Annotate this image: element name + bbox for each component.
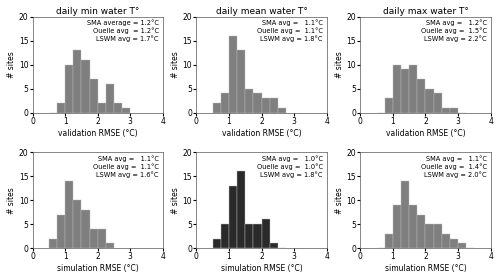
Bar <box>90 229 98 248</box>
Bar <box>106 243 114 248</box>
Bar <box>221 94 229 113</box>
Bar <box>450 108 458 113</box>
Bar <box>254 94 262 113</box>
Bar <box>426 224 434 248</box>
Title: daily min water T°: daily min water T° <box>56 7 140 16</box>
Bar <box>57 103 65 113</box>
Bar <box>82 60 90 113</box>
Bar <box>254 224 262 248</box>
Bar <box>262 98 270 113</box>
Bar <box>393 65 401 113</box>
Bar <box>434 224 442 248</box>
Bar <box>57 214 65 248</box>
Bar <box>212 239 221 248</box>
Bar <box>49 239 57 248</box>
Bar <box>237 50 246 113</box>
Bar <box>442 108 450 113</box>
Bar <box>409 65 418 113</box>
Bar <box>237 171 246 248</box>
Bar <box>73 50 82 113</box>
Y-axis label: # sites: # sites <box>334 51 344 78</box>
Bar <box>65 65 73 113</box>
Bar <box>418 79 426 113</box>
Bar <box>426 89 434 113</box>
Bar <box>122 108 130 113</box>
Bar <box>401 69 409 113</box>
Bar <box>229 36 237 113</box>
Bar <box>434 94 442 113</box>
Bar <box>98 103 106 113</box>
Text: SMA avg =   1.1°C
Ouelle avg =  1.4°C
LSWM avg = 2.0°C: SMA avg = 1.1°C Ouelle avg = 1.4°C LSWM … <box>420 155 486 178</box>
Y-axis label: # sites: # sites <box>7 51 16 78</box>
Bar <box>114 103 122 113</box>
Bar <box>384 98 393 113</box>
Bar <box>73 200 82 248</box>
X-axis label: simulation RMSE (°C): simulation RMSE (°C) <box>384 264 466 273</box>
Y-axis label: # sites: # sites <box>7 187 16 214</box>
Bar <box>246 89 254 113</box>
Text: SMA avg =   1.1°C
Ouelle avg =  1.1°C
LSWM avg = 1.6°C: SMA avg = 1.1°C Ouelle avg = 1.1°C LSWM … <box>93 155 159 178</box>
Bar <box>229 186 237 248</box>
Title: daily max water T°: daily max water T° <box>382 7 468 16</box>
Bar <box>90 79 98 113</box>
X-axis label: validation RMSE (°C): validation RMSE (°C) <box>58 129 138 137</box>
Bar <box>246 224 254 248</box>
Bar <box>384 234 393 248</box>
Bar <box>450 239 458 248</box>
X-axis label: validation RMSE (°C): validation RMSE (°C) <box>222 129 302 137</box>
Text: SMA average = 1.2°C
Ouelle avg  = 1.2°C
LSWM avg = 1.7°C: SMA average = 1.2°C Ouelle avg = 1.2°C L… <box>87 20 159 42</box>
Y-axis label: # sites: # sites <box>334 187 344 214</box>
Bar <box>409 205 418 248</box>
Text: SMA avg =   1.0°C
Ouelle avg =  1.0°C
LSWM avg = 1.8°C: SMA avg = 1.0°C Ouelle avg = 1.0°C LSWM … <box>256 155 323 178</box>
Bar <box>401 181 409 248</box>
Bar <box>212 103 221 113</box>
Text: SMA avg =   1.1°C
Ouelle avg =  1.1°C
LSWM avg = 1.8°C: SMA avg = 1.1°C Ouelle avg = 1.1°C LSWM … <box>257 20 323 42</box>
Y-axis label: # sites: # sites <box>171 187 180 214</box>
Bar <box>270 98 278 113</box>
Title: daily mean water T°: daily mean water T° <box>216 7 308 16</box>
X-axis label: simulation RMSE (°C): simulation RMSE (°C) <box>57 264 138 273</box>
Bar <box>270 243 278 248</box>
X-axis label: simulation RMSE (°C): simulation RMSE (°C) <box>220 264 302 273</box>
Bar <box>98 229 106 248</box>
Bar <box>278 108 286 113</box>
Bar <box>393 205 401 248</box>
X-axis label: validation RMSE (°C): validation RMSE (°C) <box>386 129 466 137</box>
Bar <box>221 224 229 248</box>
Text: SMA avg =   1.2°C
Ouelle avg =  1.5°C
LSWM avg = 2.2°C: SMA avg = 1.2°C Ouelle avg = 1.5°C LSWM … <box>420 20 486 42</box>
Y-axis label: # sites: # sites <box>171 51 180 78</box>
Bar <box>418 214 426 248</box>
Bar <box>262 219 270 248</box>
Bar <box>65 181 73 248</box>
Bar <box>458 243 466 248</box>
Bar <box>442 234 450 248</box>
Bar <box>106 84 114 113</box>
Bar <box>82 210 90 248</box>
